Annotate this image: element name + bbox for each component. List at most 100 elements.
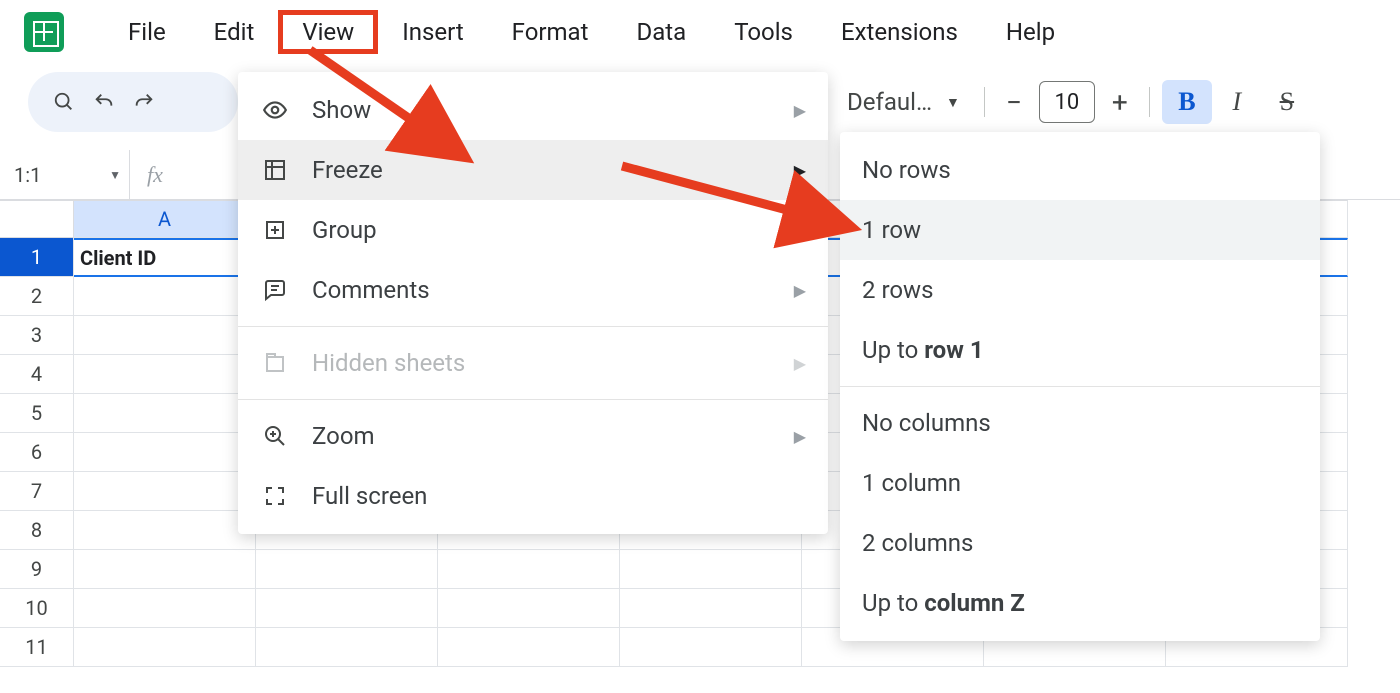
row-header[interactable]: 1 bbox=[0, 238, 74, 277]
menuitem-label: 2 columns bbox=[862, 529, 973, 557]
font-size-input[interactable]: 10 bbox=[1039, 81, 1095, 123]
submenu-arrow-icon: ▶ bbox=[794, 281, 806, 300]
row-header[interactable]: 11 bbox=[0, 628, 74, 667]
cell[interactable] bbox=[438, 589, 620, 628]
row-header[interactable]: 2 bbox=[0, 277, 74, 316]
row-header[interactable]: 7 bbox=[0, 472, 74, 511]
fullscreen-icon bbox=[260, 481, 290, 511]
chevron-down-icon: ▼ bbox=[109, 168, 121, 182]
menu-insert[interactable]: Insert bbox=[378, 10, 487, 54]
cell[interactable] bbox=[74, 550, 256, 589]
menuitem-label: 1 column bbox=[862, 469, 961, 497]
menu-view[interactable]: View bbox=[278, 10, 378, 54]
font-family-select[interactable]: Defaul… ▼ bbox=[835, 88, 972, 116]
menuitem-no-rows[interactable]: No rows bbox=[840, 140, 1320, 200]
menuitem-fullscreen[interactable]: Full screen bbox=[238, 466, 828, 526]
name-box[interactable]: 1:1 ▼ bbox=[0, 150, 130, 199]
cell[interactable] bbox=[620, 628, 802, 667]
cell[interactable] bbox=[620, 589, 802, 628]
cell[interactable] bbox=[256, 628, 438, 667]
increase-font-size-button[interactable]: + bbox=[1103, 86, 1137, 119]
menuitem-2-rows[interactable]: 2 rows bbox=[840, 260, 1320, 320]
menuitem-label: Hidden sheets bbox=[312, 349, 465, 377]
separator bbox=[1149, 87, 1150, 117]
cell[interactable] bbox=[74, 511, 256, 550]
bold-button[interactable]: B bbox=[1162, 80, 1212, 124]
group-icon bbox=[260, 215, 290, 245]
view-dropdown: Show ▶ Freeze ▶ Group ▶ Comments ▶ Hidde… bbox=[238, 72, 828, 534]
eye-icon bbox=[260, 95, 290, 125]
row-header[interactable]: 4 bbox=[0, 355, 74, 394]
search-icon[interactable] bbox=[44, 82, 84, 122]
cell[interactable] bbox=[74, 316, 256, 355]
row-header[interactable]: 10 bbox=[0, 589, 74, 628]
menu-separator bbox=[840, 386, 1320, 387]
menuitem-hidden-sheets: Hidden sheets ▶ bbox=[238, 333, 828, 393]
menuitem-show[interactable]: Show ▶ bbox=[238, 80, 828, 140]
menuitem-up-to-row[interactable]: Up to row 1 bbox=[840, 320, 1320, 380]
menu-edit[interactable]: Edit bbox=[190, 10, 279, 54]
submenu-arrow-icon: ▶ bbox=[794, 161, 806, 180]
submenu-arrow-icon: ▶ bbox=[794, 354, 806, 373]
cell[interactable] bbox=[438, 550, 620, 589]
italic-button[interactable]: I bbox=[1212, 80, 1262, 124]
menuitem-label: Comments bbox=[312, 276, 430, 304]
menuitem-label: No rows bbox=[862, 156, 951, 184]
font-size-group: − 10 + bbox=[997, 81, 1137, 123]
cell[interactable] bbox=[74, 472, 256, 511]
menuitem-1-row[interactable]: 1 row bbox=[840, 200, 1320, 260]
undo-icon[interactable] bbox=[84, 82, 124, 122]
menuitem-freeze[interactable]: Freeze ▶ bbox=[238, 140, 828, 200]
cell[interactable] bbox=[74, 277, 256, 316]
menu-tools[interactable]: Tools bbox=[710, 10, 817, 54]
menuitem-1-column[interactable]: 1 column bbox=[840, 453, 1320, 513]
menuitem-label: Show bbox=[312, 96, 371, 124]
submenu-arrow-icon: ▶ bbox=[794, 101, 806, 120]
cell[interactable] bbox=[74, 355, 256, 394]
strikethrough-button[interactable]: S bbox=[1262, 80, 1312, 124]
column-header-A[interactable]: A bbox=[74, 200, 256, 238]
menuitem-zoom[interactable]: Zoom ▶ bbox=[238, 406, 828, 466]
menu-file[interactable]: File bbox=[104, 10, 190, 54]
menuitem-comments[interactable]: Comments ▶ bbox=[238, 260, 828, 320]
freeze-icon bbox=[260, 155, 290, 185]
cell[interactable] bbox=[256, 550, 438, 589]
menuitem-no-columns[interactable]: No columns bbox=[840, 393, 1320, 453]
row-header[interactable]: 9 bbox=[0, 550, 74, 589]
cell[interactable] bbox=[74, 628, 256, 667]
cell[interactable] bbox=[438, 628, 620, 667]
menubar: File Edit View Insert Format Data Tools … bbox=[0, 0, 1079, 64]
menuitem-label: Zoom bbox=[312, 422, 375, 450]
row-header[interactable]: 3 bbox=[0, 316, 74, 355]
select-all-corner[interactable] bbox=[0, 200, 74, 238]
zoom-icon bbox=[260, 421, 290, 451]
menu-extensions[interactable]: Extensions bbox=[817, 10, 982, 54]
hidden-sheets-icon bbox=[260, 348, 290, 378]
row-header[interactable]: 6 bbox=[0, 433, 74, 472]
menuitem-group[interactable]: Group ▶ bbox=[238, 200, 828, 260]
menuitem-label: 1 row bbox=[862, 216, 921, 244]
cell[interactable] bbox=[620, 550, 802, 589]
cell[interactable] bbox=[74, 433, 256, 472]
cell[interactable] bbox=[256, 589, 438, 628]
menuitem-up-to-column[interactable]: Up to column Z bbox=[840, 573, 1320, 633]
cell[interactable] bbox=[74, 394, 256, 433]
menuitem-label: Up to column Z bbox=[862, 589, 1025, 617]
menu-data[interactable]: Data bbox=[612, 10, 710, 54]
font-family-label: Defaul… bbox=[847, 88, 932, 116]
decrease-font-size-button[interactable]: − bbox=[997, 86, 1031, 119]
cell-A1[interactable]: Client ID bbox=[74, 238, 256, 277]
redo-icon[interactable] bbox=[124, 82, 164, 122]
row-header[interactable]: 8 bbox=[0, 511, 74, 550]
separator bbox=[984, 87, 985, 117]
menu-help[interactable]: Help bbox=[982, 10, 1079, 54]
cell[interactable] bbox=[74, 589, 256, 628]
menuitem-2-columns[interactable]: 2 columns bbox=[840, 513, 1320, 573]
submenu-arrow-icon: ▶ bbox=[794, 221, 806, 240]
menuitem-label: Full screen bbox=[312, 482, 427, 510]
row-header[interactable]: 5 bbox=[0, 394, 74, 433]
sheets-logo-icon bbox=[24, 12, 64, 52]
menu-format[interactable]: Format bbox=[488, 10, 613, 54]
chevron-down-icon: ▼ bbox=[946, 94, 960, 111]
submenu-arrow-icon: ▶ bbox=[794, 427, 806, 446]
